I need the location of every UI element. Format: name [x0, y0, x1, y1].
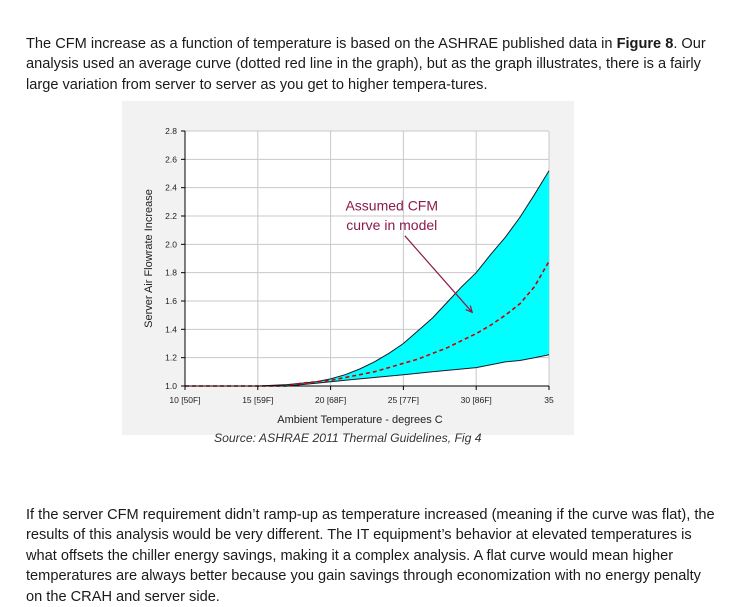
figure-panel: 1.0 1.2 1.4 1.6 1.8 2.0 2.2 2.4 2.6 2.8 10 [50F] 15…: [122, 101, 574, 435]
y-tick-label: 1.4: [165, 324, 177, 334]
intro-text-after: . Our analysis used an average curve (do…: [26, 35, 706, 93]
intro-text-before: The CFM increase as a function of temper…: [26, 35, 617, 52]
airflow-chart: 1.0 1.2 1.4 1.6 1.8 2.0 2.2 2.4 2.6 2.8 10 [50F] 15…: [143, 126, 554, 426]
y-tick-label: 2.0: [165, 239, 177, 249]
x-tick-label: 35: [544, 395, 554, 405]
y-tick-label: 1.6: [165, 296, 177, 306]
x-tick-label: 20 [68F]: [315, 395, 346, 405]
y-tick-label: 2.8: [165, 126, 177, 136]
y-tick-label: 1.8: [165, 268, 177, 278]
y-tick-label: 2.4: [165, 183, 177, 193]
y-axis-title: Server Air Flowrate Increase: [143, 189, 155, 328]
average-curve-line: [185, 260, 550, 387]
figure-reference: Figure 8: [616, 35, 674, 52]
x-tick-label: 10 [50F]: [169, 395, 200, 405]
intro-paragraph: The CFM increase as a function of temper…: [26, 34, 716, 96]
band-upper-edge: [185, 170, 550, 387]
y-tick-label: 2.6: [165, 154, 177, 164]
x-axis-title: Ambient Temperature - degrees C: [277, 414, 443, 426]
annotation-arrow-head: [465, 305, 474, 314]
y-tick-label: 2.2: [165, 211, 177, 221]
variation-band: [185, 170, 549, 386]
band-lower-edge: [185, 354, 550, 387]
x-tick-label: 15 [59F]: [242, 395, 273, 405]
annotation-arrow-shaft: [404, 235, 473, 313]
y-tick-label: 1.2: [165, 353, 177, 363]
analysis-paragraph: If the server CFM requirement didn’t ram…: [26, 506, 715, 605]
y-tick-label: 1.0: [165, 381, 177, 391]
x-tick-label: 25 [77F]: [388, 395, 419, 405]
x-tick-label: 30 [86F]: [461, 395, 492, 405]
annotation-line2: curve in model: [346, 217, 437, 233]
figure-caption: Source: ASHRAE 2011 Thermal Guidelines, …: [214, 431, 482, 445]
annotation-line1: Assumed CFM: [345, 197, 438, 213]
